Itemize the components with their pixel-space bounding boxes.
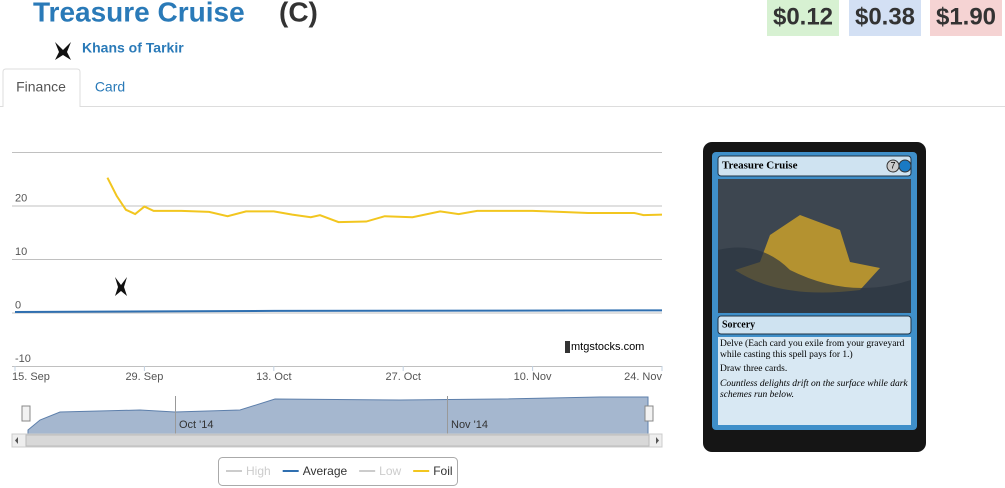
card-rule: Delve (Each card you exile from your gra…	[720, 339, 905, 360]
navigator-area	[27, 396, 649, 435]
tab[interactable]: Card	[95, 79, 125, 95]
card-text: Delve (Each card you exile from your gra…	[720, 339, 908, 400]
legend-item[interactable]: High	[226, 464, 271, 478]
price: $1.90	[936, 3, 996, 30]
rarity: (C)	[279, 0, 318, 27]
series-line	[106, 177, 663, 224]
card-image: Treasure Cruise 7 Sorcery Delve (Each ca…	[703, 142, 926, 452]
card-name: Treasure Cruise	[722, 160, 798, 172]
legend-item[interactable]: Foil	[413, 464, 453, 478]
y-tick-label: -10	[15, 353, 31, 365]
set-icon	[115, 277, 127, 296]
price-box	[930, 0, 1002, 36]
legend-box	[218, 457, 458, 486]
price: $0.12	[773, 3, 833, 30]
x-tick-label: 15. Sep	[12, 371, 50, 383]
x-tick-label: 29. Sep	[125, 371, 163, 383]
tab-active[interactable]	[2, 68, 81, 107]
watermark: mtgstocks.com	[571, 341, 644, 353]
navigator: Oct '14 Nov '14	[11, 396, 663, 448]
legend-label: High	[246, 464, 271, 478]
navigator-handle[interactable]	[644, 405, 654, 422]
legend-item[interactable]: Low	[359, 464, 402, 478]
y-tick-label: 20	[15, 192, 27, 204]
y-tick-label: 0	[15, 299, 21, 311]
logo-icon	[565, 341, 570, 353]
x-tick-label: 10. Nov	[514, 371, 552, 383]
card-title: Treasure Cruise	[33, 0, 245, 27]
navigator-handle[interactable]	[21, 405, 31, 422]
set-link[interactable]: Khans of Tarkir	[82, 40, 184, 56]
legend-label: Foil	[433, 464, 452, 478]
price-box	[849, 0, 921, 36]
set-icon	[55, 42, 71, 60]
chart: mtgstocks.com -10 0 10 20 15. Sep 29. Sep 13. …	[12, 152, 663, 383]
x-tick-label: 27. Oct	[385, 371, 420, 383]
navigator-label: Oct '14	[179, 419, 214, 431]
tab[interactable]: Finance	[16, 79, 66, 95]
x-tick-label: 24. Nov	[624, 371, 662, 383]
card-rule: Draw three cards.	[720, 364, 788, 374]
legend-item[interactable]: Average	[282, 464, 348, 478]
legend-label: Low	[379, 464, 401, 478]
card-cost: 7	[890, 160, 895, 170]
y-tick-label: 10	[15, 246, 27, 258]
x-tick-label: 13. Oct	[256, 371, 291, 383]
price-box	[767, 0, 839, 36]
price: $0.38	[855, 3, 915, 30]
card-type: Sorcery	[722, 319, 755, 330]
series-line	[14, 309, 663, 313]
card-flavor: Countless delights drift on the surface …	[720, 379, 908, 400]
navigator-label: Nov '14	[451, 419, 488, 431]
legend-label: Average	[303, 464, 348, 478]
legend: High Average Low Foil	[226, 464, 453, 478]
scrollbar-thumb[interactable]	[25, 434, 650, 447]
